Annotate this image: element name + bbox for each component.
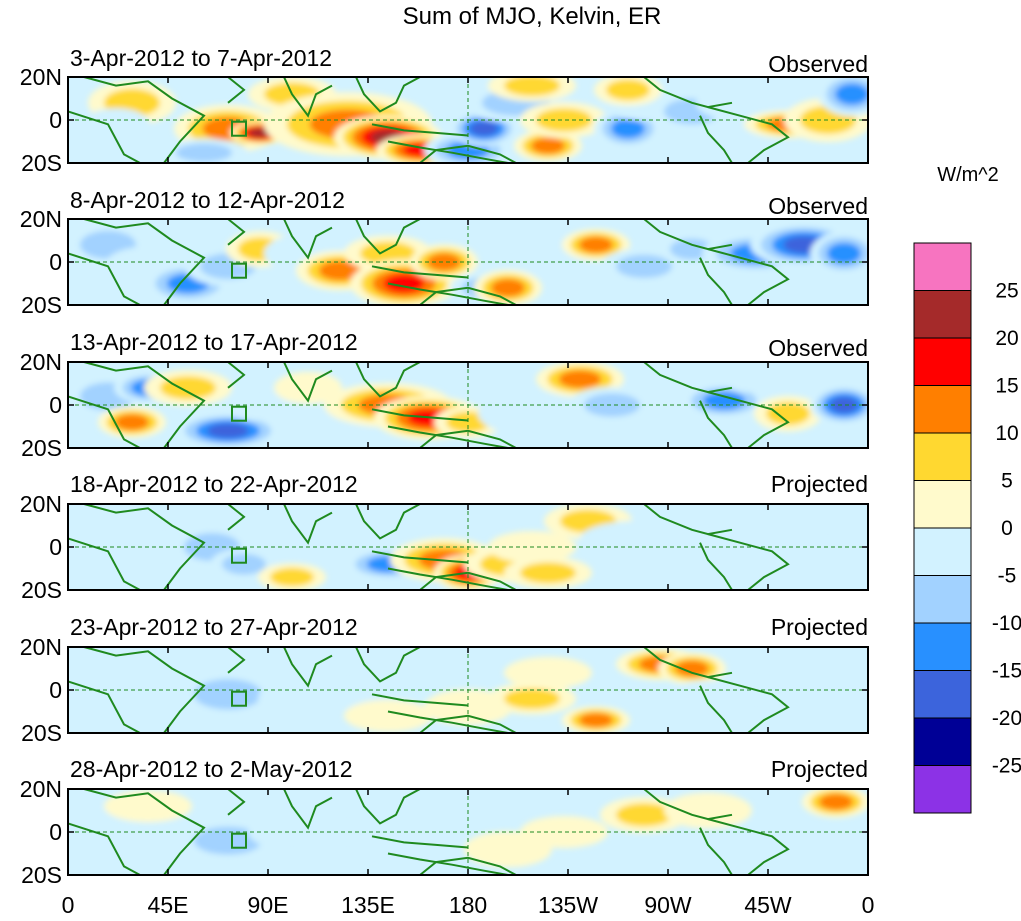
colorbar-swatch <box>913 717 972 766</box>
lon-tick-label: 45E <box>148 892 189 918</box>
panel-status: Observed <box>768 51 868 77</box>
coastline <box>67 361 868 449</box>
panel-date-range: 13-Apr-2012 to 17-Apr-2012 <box>70 329 358 355</box>
lon-tick-label: 135W <box>538 892 598 918</box>
longitude-axis: 0 45E 90E 135E 180 135W 90W 45W 0 <box>62 77 875 918</box>
colorbar-swatch <box>913 432 972 481</box>
colorbar-swatch <box>913 670 972 719</box>
lat-tick-label: 20S <box>21 150 62 176</box>
latitude-axis: 20N020S20N020S20N020S20N020S20N020S20N02… <box>20 64 868 888</box>
colorbar-tick-label: -15 <box>992 660 1021 683</box>
lat-tick-label: 20N <box>20 491 62 517</box>
colorbar-swatch <box>913 622 972 671</box>
lon-tick-label: 45W <box>744 892 792 918</box>
colorbar-tick-label: -25 <box>992 755 1021 778</box>
map-panel-3: 13-Apr-2012 to 17-Apr-2012 Observed <box>67 329 869 449</box>
colorbar-swatch <box>913 242 972 291</box>
colorbar-unit: W/m^2 <box>937 164 999 186</box>
colorbar-swatch <box>913 575 972 624</box>
lat-tick-label: 0 <box>49 819 62 845</box>
colorbar-swatch <box>913 337 972 386</box>
coastline <box>67 76 868 164</box>
coastline <box>67 646 868 734</box>
panel-status: Projected <box>771 756 868 782</box>
colorbar: W/m^2 25 20 15 10 5 0 -5 -10 -15 -20 -25 <box>913 164 1021 814</box>
colorbar-tick-label: -10 <box>992 612 1021 635</box>
lon-tick-label: 90W <box>644 892 692 918</box>
lon-tick-label: 90E <box>248 892 289 918</box>
lat-tick-label: 20S <box>21 862 62 888</box>
map-panel-2: 8-Apr-2012 to 12-Apr-2012 Observed <box>67 187 869 306</box>
panel-date-range: 3-Apr-2012 to 7-Apr-2012 <box>70 45 332 71</box>
map-panel-5: 23-Apr-2012 to 27-Apr-2012 Projected <box>67 614 869 734</box>
coastline <box>67 503 868 591</box>
lat-tick-label: 20N <box>20 634 62 660</box>
lon-tick-label: 0 <box>862 892 875 918</box>
panel-status: Observed <box>768 335 868 361</box>
colorbar-tick-label: -20 <box>992 707 1021 730</box>
colorbar-tick-label: 15 <box>995 375 1018 398</box>
colorbar-tick-label: 25 <box>995 280 1018 303</box>
lat-tick-label: 0 <box>49 107 62 133</box>
colorbar-tick-label: 5 <box>1001 470 1013 493</box>
lon-tick-label: 180 <box>449 892 487 918</box>
lat-tick-label: 20S <box>21 577 62 603</box>
colorbar-tick-label: 10 <box>995 422 1018 445</box>
colorbar-swatch <box>913 527 972 576</box>
lat-tick-label: 20N <box>20 64 62 90</box>
panel-date-range: 18-Apr-2012 to 22-Apr-2012 <box>70 471 358 497</box>
lat-tick-label: 0 <box>49 534 62 560</box>
map-panel-1: 3-Apr-2012 to 7-Apr-2012 Observed <box>67 45 869 164</box>
lat-tick-label: 0 <box>49 677 62 703</box>
panel-date-range: 28-Apr-2012 to 2-May-2012 <box>70 756 353 782</box>
lat-tick-label: 0 <box>49 392 62 418</box>
map-panel-6: 28-Apr-2012 to 2-May-2012 Projected <box>67 756 869 876</box>
lon-tick-label: 135E <box>341 892 395 918</box>
anomaly-field <box>68 77 868 163</box>
lat-tick-label: 20N <box>20 349 62 375</box>
colorbar-tick-label: 20 <box>995 327 1018 350</box>
colorbar-swatch <box>913 385 972 434</box>
colorbar-swatch <box>913 480 972 529</box>
panel-status: Observed <box>768 193 868 219</box>
lat-tick-label: 20S <box>21 292 62 318</box>
panel-date-range: 8-Apr-2012 to 12-Apr-2012 <box>70 187 345 213</box>
lat-tick-label: 20N <box>20 776 62 802</box>
colorbar-tick-label: 0 <box>1001 517 1013 540</box>
panel-status: Projected <box>771 614 868 640</box>
colorbar-swatch <box>913 765 972 814</box>
anomaly-field <box>68 219 868 305</box>
lat-tick-label: 20S <box>21 720 62 746</box>
anomaly-field <box>68 647 868 733</box>
coastline <box>67 218 868 306</box>
figure-title: Sum of MJO, Kelvin, ER <box>403 3 662 30</box>
lat-tick-label: 20S <box>21 435 62 461</box>
panel-date-range: 23-Apr-2012 to 27-Apr-2012 <box>70 614 358 640</box>
colorbar-tick-label: -5 <box>998 565 1017 588</box>
lat-tick-label: 0 <box>49 249 62 275</box>
panel-status: Projected <box>771 471 868 497</box>
coastline <box>67 788 868 876</box>
map-panel-4: 18-Apr-2012 to 22-Apr-2012 Projected <box>67 471 869 591</box>
lat-tick-label: 20N <box>20 206 62 232</box>
lon-tick-label: 0 <box>62 892 75 918</box>
colorbar-swatch <box>913 290 972 339</box>
